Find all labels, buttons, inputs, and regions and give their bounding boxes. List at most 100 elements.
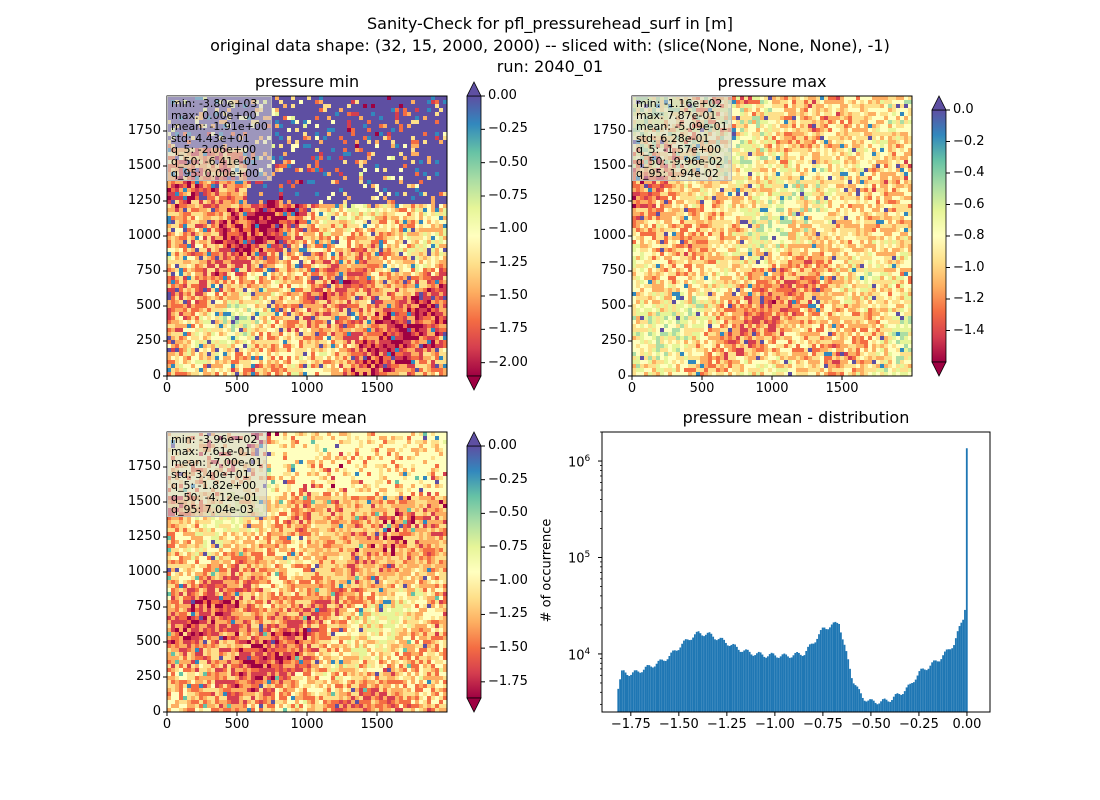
histogram-bar	[777, 657, 780, 712]
heatmap-3-stats-box: min: -3.96e+02 max: 7.61e-01 mean: -7.00e-…	[167, 432, 267, 518]
heatmap-2-stats-box: min: -1.16e+02 max: 7.87e-01 mean: -5.09e-…	[632, 96, 732, 182]
heatmap-3-ytick-label: 500	[136, 634, 161, 649]
histogram-bar	[641, 672, 643, 712]
colorbar-3-tick-label: −0.50	[488, 505, 528, 521]
histogram-ylabel: # of occurrence	[539, 518, 555, 623]
histogram-bar	[726, 645, 729, 712]
histogram-bar	[823, 627, 826, 712]
histogram-bar	[644, 666, 647, 712]
histogram-bar	[628, 675, 631, 712]
histogram-bar	[798, 652, 800, 712]
histogram-bar	[783, 653, 786, 712]
stat-line: min: -3.80e+03	[171, 97, 258, 110]
colorbar-2-tick-label: −1.4	[953, 322, 985, 338]
histogram-bar	[626, 675, 629, 712]
histogram-xtick-label: −1.25	[706, 717, 747, 732]
histogram-bar	[852, 683, 855, 712]
histogram-bar	[657, 660, 660, 712]
heatmap-1-ytick-label: 0	[152, 368, 161, 383]
stat-line: q_95: 7.04e-03	[171, 502, 254, 516]
heatmap-1-ytick-label: 500	[136, 298, 161, 313]
histogram-bar	[814, 642, 817, 712]
stat-line: q_5: -1.57e+00	[636, 143, 722, 157]
histogram-bar	[694, 634, 696, 712]
histogram-bar	[677, 650, 680, 712]
histogram-bar	[907, 684, 910, 712]
stat-line: q_50: -9.96e-02	[636, 154, 723, 168]
heatmap-2-ytick-label: 1500	[592, 158, 626, 173]
histogram-bar	[850, 678, 853, 712]
heatmap-3-ytick-label: 0	[152, 704, 161, 719]
stat-line: q_95: 1.94e-02	[636, 166, 719, 180]
heatmap-3-title: pressure mean	[247, 408, 367, 427]
histogram-bar	[650, 666, 653, 712]
heatmap-3-ytick-label: 1500	[127, 494, 161, 509]
histogram-bar	[836, 622, 839, 712]
stat-line: max: 0.00e+00	[171, 108, 257, 122]
histogram-bar	[690, 639, 693, 712]
histogram-bar	[949, 649, 952, 712]
histogram-bar	[825, 629, 828, 712]
histogram-bar	[834, 621, 837, 712]
histogram-bar	[631, 672, 634, 712]
heatmap-1-ytick-label: 250	[136, 333, 161, 348]
histogram-bar	[845, 651, 848, 712]
colorbar-3-tick-label: 0.00	[488, 438, 517, 453]
histogram-bar	[710, 633, 713, 712]
histogram-bar	[938, 661, 941, 712]
colorbar-1-tick-label: −0.75	[488, 188, 528, 203]
histogram-bar	[927, 668, 930, 712]
histogram-bar	[810, 643, 813, 712]
ytick-base: 10	[568, 648, 585, 664]
stat-line: std: 4.43e+01	[171, 131, 250, 145]
histogram-title: pressure mean - distribution	[682, 408, 910, 427]
histogram-bar	[737, 649, 740, 712]
histogram-bar	[945, 649, 948, 712]
histogram-bar	[819, 630, 822, 712]
histogram-bar	[765, 657, 767, 712]
stat-line: min: -3.96e+02	[171, 433, 258, 446]
heatmap-1-xtick-label: 1000	[290, 381, 324, 396]
histogram-bar	[730, 644, 733, 712]
stat-line: mean: -1.91e+00	[171, 120, 268, 134]
histogram-bar	[860, 693, 862, 712]
heatmap-2-ytick-label: 750	[601, 263, 626, 278]
heatmap-1-stats-box: min: -3.80e+03 max: 0.00e+00 mean: -1.91e+…	[167, 96, 272, 182]
histogram-bar	[887, 701, 890, 712]
heatmap-3-ytick-label: 1250	[127, 529, 161, 544]
histogram-xtick-label: −0.25	[899, 717, 939, 732]
histogram-bar	[838, 623, 840, 712]
colorbar-3-tick-label: −0.25	[488, 471, 528, 487]
colorbar-1-tick-label: −2.00	[488, 354, 528, 370]
heatmap-1-ytick-label: 1000	[127, 228, 161, 243]
histogram-bar	[723, 639, 726, 712]
stat-line: max: 7.61e-01	[171, 444, 252, 458]
histogram-bar	[770, 652, 773, 712]
histogram-bar	[871, 699, 873, 712]
histogram-frame	[601, 431, 991, 713]
histogram-xtick-label: −0.50	[850, 717, 891, 732]
colorbar-1-tick-label: −1.75	[488, 321, 528, 337]
figure-title-line-3: run: 2040_01	[496, 57, 604, 76]
histogram-bar	[728, 646, 731, 712]
histogram-bar	[741, 651, 744, 712]
colorbar-1	[466, 95, 482, 377]
histogram-xtick-label: −1.75	[610, 717, 651, 732]
colorbar-3-tick-label: −1.75	[488, 673, 528, 689]
histogram-bar	[759, 652, 762, 712]
histogram-bar	[936, 661, 939, 712]
histogram-bar	[923, 669, 926, 712]
heatmap-1-xtick-label: 500	[224, 381, 250, 396]
colorbar-3	[466, 445, 482, 699]
histogram-bar	[684, 639, 687, 712]
histogram-bar	[686, 639, 689, 712]
histogram-bar	[867, 700, 870, 712]
histogram-xtick-label: 0.00	[952, 717, 982, 732]
histogram-bar	[781, 654, 784, 712]
histogram-bar	[858, 689, 861, 712]
stat-line: q_50: -6.41e-01	[171, 154, 258, 168]
histogram-bar	[668, 655, 671, 712]
figure-title-line-2: original data shape: (32, 15, 2000, 2000…	[210, 36, 890, 55]
ytick-exponent: 6	[584, 454, 591, 465]
heatmap-3-ytick-label: 1750	[127, 459, 161, 474]
